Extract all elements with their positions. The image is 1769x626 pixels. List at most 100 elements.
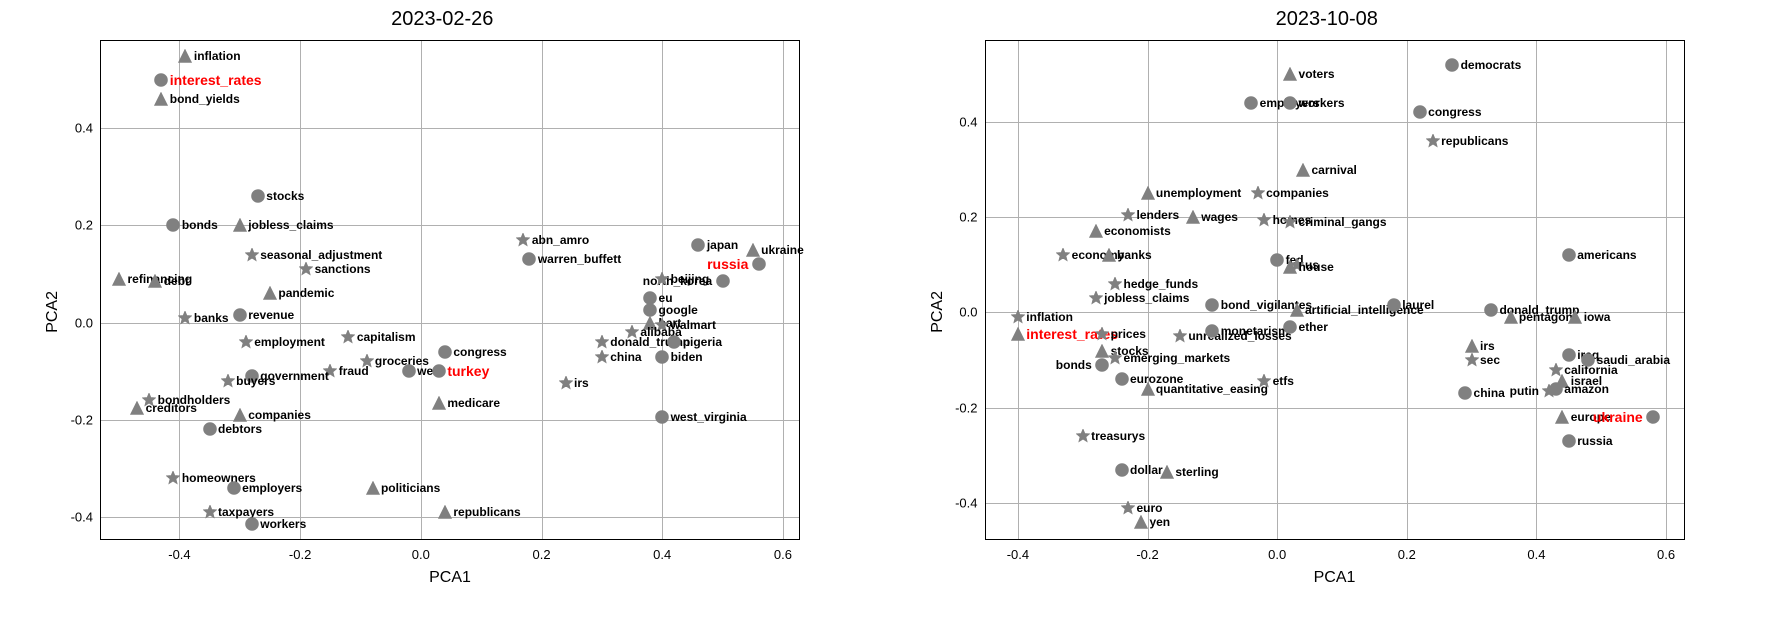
data-point-label: walmart <box>671 318 716 332</box>
data-point <box>1108 277 1122 291</box>
data-point <box>402 364 416 378</box>
data-point <box>299 262 313 276</box>
axes: -0.4-0.20.00.20.40.6-0.4-0.20.00.20.4PCA… <box>985 40 1685 540</box>
ylabel: PCA2 <box>929 291 947 333</box>
data-point <box>221 374 235 388</box>
data-point <box>112 272 126 286</box>
data-point-label: west_virginia <box>671 410 747 424</box>
data-point-label: etfs <box>1273 374 1294 388</box>
data-point <box>1056 248 1070 262</box>
data-point-label: north_korea <box>643 274 712 288</box>
xtick-label: 0.0 <box>412 547 430 562</box>
data-point-label: irs <box>1480 339 1495 353</box>
data-point <box>625 325 639 339</box>
data-point <box>1445 58 1459 72</box>
data-point <box>1257 374 1271 388</box>
gridline-v <box>783 41 784 539</box>
data-point-label: debt <box>164 274 189 288</box>
data-point <box>1458 386 1472 400</box>
data-point <box>366 481 380 495</box>
data-point <box>1115 372 1129 386</box>
data-point-label: russia <box>707 256 748 272</box>
data-point-label: congress <box>453 345 506 359</box>
ytick-label: 0.0 <box>959 305 977 320</box>
data-point <box>233 308 247 322</box>
xtick-label: 0.6 <box>774 547 792 562</box>
data-point <box>1089 224 1103 238</box>
data-point <box>233 408 247 422</box>
gridline-v <box>1277 41 1278 539</box>
data-point <box>595 335 609 349</box>
gridline-v <box>1536 41 1537 539</box>
data-point-label: politicians <box>381 481 440 495</box>
ytick-label: 0.4 <box>959 114 977 129</box>
data-point-label: eurozone <box>1130 372 1183 386</box>
data-point <box>251 189 265 203</box>
data-point <box>1296 163 1310 177</box>
data-point-label: treasurys <box>1091 429 1145 443</box>
gridline-v <box>1407 41 1408 539</box>
data-point <box>227 481 241 495</box>
data-point <box>1283 320 1297 334</box>
gridline-v <box>1018 41 1019 539</box>
xtick-label: 0.2 <box>1398 547 1416 562</box>
data-point <box>1205 298 1219 312</box>
data-point <box>1141 186 1155 200</box>
data-point <box>263 286 277 300</box>
data-point-label: democrats <box>1461 58 1522 72</box>
data-point <box>1484 303 1498 317</box>
xtick-label: 0.2 <box>532 547 550 562</box>
data-point-label: economists <box>1104 224 1171 238</box>
ytick-label: -0.2 <box>955 400 977 415</box>
data-point <box>1257 213 1271 227</box>
data-point-label: biden <box>671 350 703 364</box>
plot-title: 2023-02-26 <box>0 8 885 31</box>
data-point-label: china <box>610 350 641 364</box>
data-point <box>1555 410 1569 424</box>
data-point <box>691 238 705 252</box>
data-point-label: irs <box>574 376 589 390</box>
data-point-label: russia <box>1577 434 1612 448</box>
data-point-label: sec <box>1480 353 1500 367</box>
gridline-v <box>1148 41 1149 539</box>
gridline-v <box>179 41 180 539</box>
data-point <box>154 73 168 87</box>
data-point-label: capitalism <box>357 330 416 344</box>
data-point <box>1283 260 1297 274</box>
data-point-label: beijing <box>671 272 710 286</box>
data-point-label: saudi_arabia <box>1597 353 1670 367</box>
xlabel: PCA1 <box>1314 569 1356 587</box>
data-point <box>166 471 180 485</box>
gridline-h <box>101 323 799 324</box>
data-point <box>1251 186 1265 200</box>
data-point-label: bonds <box>1056 358 1092 372</box>
data-point-label: yen <box>1149 515 1170 529</box>
data-point-label: china <box>1474 386 1505 400</box>
data-point <box>245 369 259 383</box>
data-point <box>1076 429 1090 443</box>
data-point-label: sanctions <box>315 262 371 276</box>
data-point <box>1089 291 1103 305</box>
axes: -0.4-0.20.00.20.40.6-0.4-0.20.00.20.4PCA… <box>100 40 800 540</box>
data-point-label: banks <box>1117 248 1152 262</box>
data-point-label: carnival <box>1311 163 1356 177</box>
gridline-h <box>986 122 1684 123</box>
data-point-label: pandemic <box>278 286 334 300</box>
gridline-h <box>986 408 1684 409</box>
data-point <box>1542 384 1556 398</box>
xtick-label: -0.2 <box>289 547 311 562</box>
data-point-label: americans <box>1577 248 1636 262</box>
data-point <box>1095 344 1109 358</box>
panel-0: 2023-02-26 -0.4-0.20.00.20.40.6-0.4-0.20.… <box>0 0 885 626</box>
data-point-label: prices <box>1111 327 1146 341</box>
data-point <box>1568 310 1582 324</box>
data-point <box>178 49 192 63</box>
data-point-label: dollar <box>1130 463 1163 477</box>
data-point <box>1283 215 1297 229</box>
ytick-label: -0.4 <box>71 509 93 524</box>
ytick-label: -0.4 <box>955 495 977 510</box>
data-point <box>1562 434 1576 448</box>
data-point-label: putin <box>1510 384 1539 398</box>
xtick-label: 0.6 <box>1657 547 1675 562</box>
gridline-v <box>421 41 422 539</box>
